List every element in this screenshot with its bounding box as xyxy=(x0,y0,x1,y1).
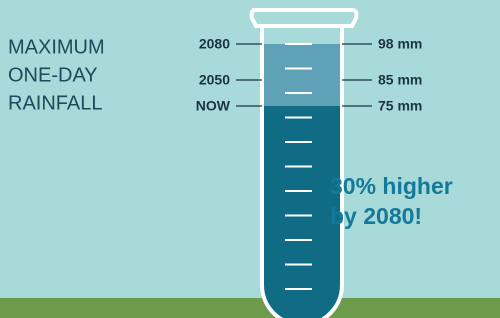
title-line: ONE-DAY xyxy=(8,64,98,86)
callout: by 2080! xyxy=(330,203,422,229)
level-label: 2050 xyxy=(199,72,230,88)
callout: 30% higher xyxy=(330,173,453,199)
level-label: 2080 xyxy=(199,36,230,52)
level-amount: 98 mm xyxy=(378,36,422,52)
title-line: RAINFALL xyxy=(8,92,102,114)
level-amount: 85 mm xyxy=(378,72,422,88)
level-amount: 75 mm xyxy=(378,98,422,114)
level-label: NOW xyxy=(196,98,231,114)
infographic: MAXIMUM ONE-DAY RAINFALL 2080 98 mm 2050… xyxy=(0,0,500,318)
title-line: MAXIMUM xyxy=(8,36,105,58)
grass xyxy=(0,298,500,318)
